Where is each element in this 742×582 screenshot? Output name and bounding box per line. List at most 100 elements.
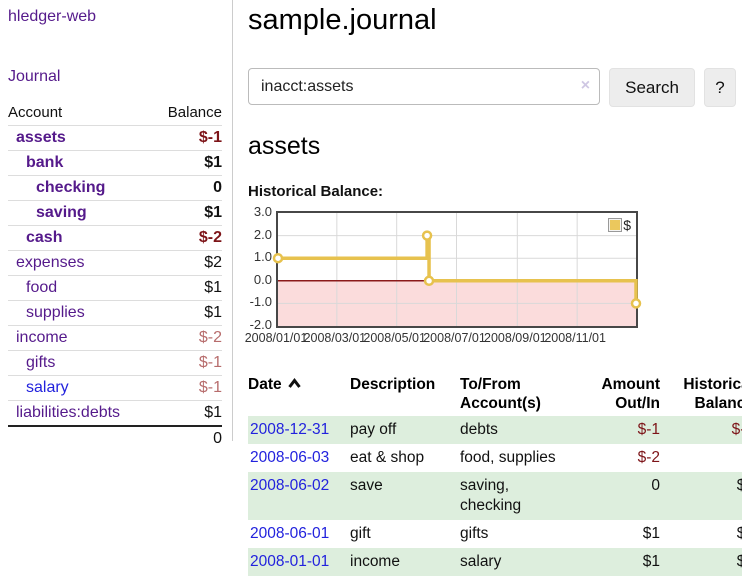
account-balance: $-1: [198, 379, 222, 396]
clear-search-icon[interactable]: ×: [580, 77, 591, 94]
y-axis-tick-label: -2.0: [249, 317, 272, 332]
x-axis-tick-label: 2008/11/01: [544, 331, 606, 345]
y-axis-tick-label: 3.0: [253, 204, 272, 219]
account-row: saving $1: [8, 200, 222, 225]
transaction-date-link[interactable]: 2008-06-02: [250, 477, 330, 494]
account-row: cash $-2: [8, 225, 222, 250]
accounts-table: Account Balance assets $-1 bank $1 checking 0…: [8, 101, 222, 451]
transaction-row: 2008-06-03 eat & shop food, supplies $-2 0: [248, 444, 742, 472]
transaction-accounts: gifts: [460, 525, 489, 542]
search-bar: × Search ?: [248, 68, 736, 107]
account-row: supplies $1: [8, 300, 222, 325]
transaction-amount: $-1: [637, 421, 660, 438]
historical-balance-chart: $ 2008/01/01 2008/03/01 2008/05/01 2008/07/…: [245, 204, 736, 349]
account-heading: assets: [248, 132, 321, 160]
x-axis-tick-label: 2008/03/01: [303, 331, 367, 345]
transaction-description: eat & shop: [350, 449, 425, 466]
transaction-description: income: [350, 553, 400, 570]
balance-column-header: Balance: [167, 104, 222, 121]
account-link-saving[interactable]: saving: [36, 204, 87, 221]
sort-asc-chevron-icon: [287, 378, 301, 388]
transaction-date-link[interactable]: 2008-06-03: [250, 449, 330, 466]
account-balance: 0: [213, 179, 222, 196]
y-axis-tick-label: 2.0: [253, 226, 272, 242]
transaction-date-link[interactable]: 2008-12-31: [250, 421, 330, 438]
account-row: gifts $-1: [8, 350, 222, 375]
legend-label: $: [623, 217, 631, 233]
y-axis-tick-label: 0.0: [253, 271, 272, 287]
chart-x-axis-labels: 2008/01/01 2008/03/01 2008/05/01 2008/07/01…: [245, 331, 634, 347]
account-balance: $1: [204, 304, 222, 321]
sidebar: hledger-web Journal Account Balance asse…: [0, 0, 233, 447]
transaction-accounts: food, supplies: [460, 449, 556, 466]
legend-swatch-icon: [608, 218, 623, 232]
sidebar-item-journal[interactable]: Journal: [8, 68, 61, 85]
account-link-income[interactable]: income: [16, 329, 68, 346]
account-link-liabilities-debts[interactable]: liabilities:debts: [16, 404, 121, 421]
accounts-table-header: Account Balance: [8, 101, 222, 125]
x-axis-tick-label: 2008/05/01: [363, 331, 426, 345]
x-axis-tick-label: 2008/07/01: [423, 331, 486, 345]
account-row: expenses $2: [8, 250, 222, 275]
app-brand-link[interactable]: hledger-web: [8, 8, 97, 25]
account-balance: $1: [204, 404, 222, 421]
account-balance: $-1: [198, 354, 222, 371]
transaction-description: gift: [350, 525, 371, 542]
account-link-checking[interactable]: checking: [36, 179, 106, 196]
account-balance: $-2: [198, 229, 222, 246]
account-row: salary $-1: [8, 375, 222, 400]
transaction-description: save: [350, 477, 383, 494]
y-axis-tick-label: -1.0: [249, 294, 272, 310]
transaction-date-link[interactable]: 2008-06-01: [250, 525, 330, 542]
register-table: Date Description To/From Account(s) Amount Ou…: [248, 372, 742, 576]
account-balance: $1: [204, 154, 222, 171]
account-balance: $1: [204, 204, 222, 221]
account-balance: $-2: [198, 329, 222, 346]
transaction-amount: $1: [642, 553, 660, 570]
accounts-column-header: To/From Account(s): [460, 376, 541, 412]
x-axis-tick-label: 2008/09/01: [484, 331, 547, 345]
transaction-date-link[interactable]: 2008-01-01: [250, 553, 330, 570]
main-content: sample.journal × Search ? assets Histori…: [245, 0, 742, 576]
account-row: assets $-1: [8, 125, 222, 150]
account-row: checking 0: [8, 175, 222, 200]
account-link-gifts[interactable]: gifts: [26, 354, 56, 371]
transaction-balance: $2: [736, 477, 742, 494]
transaction-balance: $2: [736, 525, 742, 542]
transaction-accounts: saving, checking: [460, 477, 522, 514]
account-column-header: Account: [8, 104, 63, 121]
account-balance: $-1: [198, 129, 222, 146]
accounts-table-body: assets $-1 bank $1 checking 0 saving $1 cash $-2 e…: [8, 125, 222, 425]
search-button[interactable]: Search: [609, 68, 696, 107]
accounts-total-value: 0: [213, 430, 222, 447]
transaction-accounts: salary: [460, 553, 502, 570]
account-link-cash[interactable]: cash: [26, 229, 63, 246]
account-link-assets[interactable]: assets: [16, 129, 66, 146]
chart-plot-area: $: [272, 211, 642, 328]
page-title: sample.journal: [248, 4, 437, 36]
transaction-balance: $-1: [731, 421, 742, 438]
account-link-supplies[interactable]: supplies: [26, 304, 85, 321]
transaction-description: pay off: [350, 421, 397, 438]
transaction-amount: $-2: [637, 449, 660, 466]
y-axis-tick-label: 1.0: [253, 249, 272, 265]
transaction-balance: $1: [736, 553, 742, 570]
description-column-header: Description: [350, 376, 436, 393]
transaction-row: 2008-06-02 save saving, checking 0 $2: [248, 472, 742, 520]
account-balance: $2: [204, 254, 222, 271]
transaction-row: 2008-01-01 income salary $1 $1: [248, 548, 742, 576]
account-row: income $-2: [8, 325, 222, 350]
date-column-header[interactable]: Date: [248, 372, 344, 416]
transaction-amount: 0: [651, 477, 660, 494]
account-row: food $1: [8, 275, 222, 300]
account-link-expenses[interactable]: expenses: [16, 254, 85, 271]
transaction-balance: 0: [666, 444, 742, 472]
search-input[interactable]: [248, 68, 601, 105]
chart-title: Historical Balance:: [248, 183, 384, 200]
account-link-food[interactable]: food: [26, 279, 58, 296]
help-button[interactable]: ?: [704, 68, 736, 107]
amount-column-header: Amount Out/In: [601, 376, 660, 412]
account-link-salary[interactable]: salary: [26, 379, 69, 396]
account-link-bank[interactable]: bank: [26, 154, 64, 171]
